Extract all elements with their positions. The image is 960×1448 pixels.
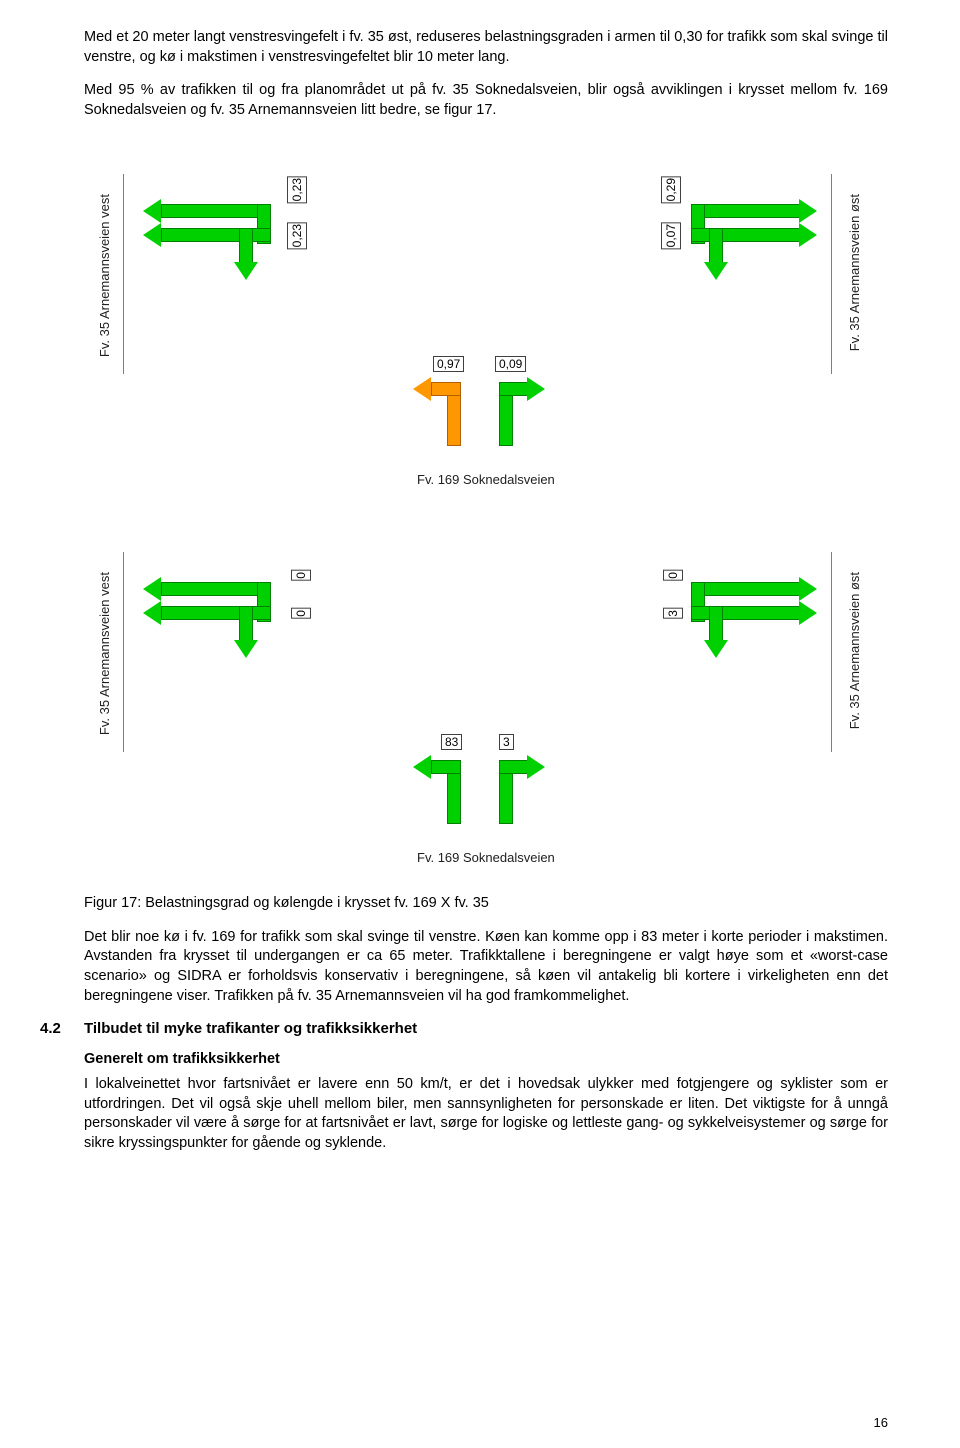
page-number: 16 [874, 1415, 888, 1430]
arrow-right-2-bend [709, 228, 723, 264]
b-arrow-center-left-horiz [431, 760, 461, 774]
arrow-right-1-head [799, 199, 817, 223]
b-arrow-left-1 [161, 582, 271, 596]
arrow-right-2-downhead [704, 262, 728, 280]
arrow-left-1 [161, 204, 271, 218]
b-val-left-1: 0 [291, 570, 311, 581]
label-bottom-b: Fv. 169 Soknedalsveien [417, 850, 555, 865]
section-heading: 4.2 Tilbudet til myke trafikanter og tra… [40, 1020, 888, 1037]
b-arrow-right-2 [691, 606, 801, 620]
b-arrow-center-right-head [527, 755, 545, 779]
arrow-right-2-head [799, 223, 817, 247]
paragraph-4: I lokalveinettet hvor fartsnivået er lav… [84, 1075, 888, 1153]
arrow-center-right-head [527, 377, 545, 401]
arrow-left-1-head [143, 199, 161, 223]
b-arrow-left-2 [161, 606, 271, 620]
figure-caption: Figur 17: Belastningsgrad og kølengde i … [84, 894, 888, 914]
label-left-b: Fv. 35 Arnemannsveien vest [97, 572, 112, 735]
b-arrow-left-2-downhead [234, 640, 258, 658]
b-val-center-1: 83 [441, 734, 462, 750]
label-left: Fv. 35 Arnemannsveien vest [97, 194, 112, 357]
arrow-left-2-head [143, 223, 161, 247]
b-val-left-2: 0 [291, 608, 311, 619]
b-arrow-right-2-downhead [704, 640, 728, 658]
label-right-b: Fv. 35 Arnemannsveien øst [847, 572, 862, 729]
guide-line-left [123, 174, 124, 374]
label-bottom: Fv. 169 Soknedalsveien [417, 472, 555, 487]
b-arrow-left-2-bend [239, 606, 253, 642]
guide-line-left-b [123, 552, 124, 752]
arrow-center-left-head [413, 377, 431, 401]
b-arrow-center-left-head [413, 755, 431, 779]
b-arrow-left-1-head [143, 577, 161, 601]
section-number: 4.2 [40, 1020, 74, 1037]
val-right-2: 0,07 [661, 222, 681, 249]
val-right-1: 0,29 [661, 176, 681, 203]
b-arrow-right-2-head [799, 601, 817, 625]
arrow-right-2 [691, 228, 801, 242]
paragraph-3: Det blir noe kø i fv. 169 for trafikk so… [84, 928, 888, 1006]
arrow-left-2-bend [239, 228, 253, 264]
b-val-right-2: 3 [663, 608, 683, 619]
b-arrow-right-1 [691, 582, 801, 596]
paragraph-2: Med 95 % av trafikken til og fra planomr… [84, 81, 888, 120]
b-arrow-center-right-horiz [499, 760, 529, 774]
sub-heading: Generelt om trafikksikkerhet [84, 1051, 888, 1067]
val-center-2: 0,09 [495, 356, 526, 372]
b-arrow-right-2-bend [709, 606, 723, 642]
b-val-center-2: 3 [499, 734, 514, 750]
b-arrow-right-1-head [799, 577, 817, 601]
label-right: Fv. 35 Arnemannsveien øst [847, 194, 862, 351]
arrow-right-1 [691, 204, 801, 218]
arrow-center-right-horiz [499, 382, 529, 396]
guide-line-right [831, 174, 832, 374]
arrow-center-left-horiz [431, 382, 461, 396]
figure-17-bottom: Fv. 35 Arnemannsveien vest Fv. 35 Arnema… [91, 512, 881, 882]
section-title: Tilbudet til myke trafikanter og trafikk… [84, 1020, 417, 1037]
val-center-1: 0,97 [433, 356, 464, 372]
b-val-right-1: 0 [663, 570, 683, 581]
val-left-2: 0,23 [287, 222, 307, 249]
guide-line-right-b [831, 552, 832, 752]
arrow-left-2-downhead [234, 262, 258, 280]
b-arrow-left-2-head [143, 601, 161, 625]
val-left-1: 0,23 [287, 176, 307, 203]
arrow-left-2 [161, 228, 271, 242]
figure-17-top: Fv. 35 Arnemannsveien vest Fv. 35 Arnema… [91, 134, 881, 504]
paragraph-1: Med et 20 meter langt venstresvingefelt … [84, 28, 888, 67]
